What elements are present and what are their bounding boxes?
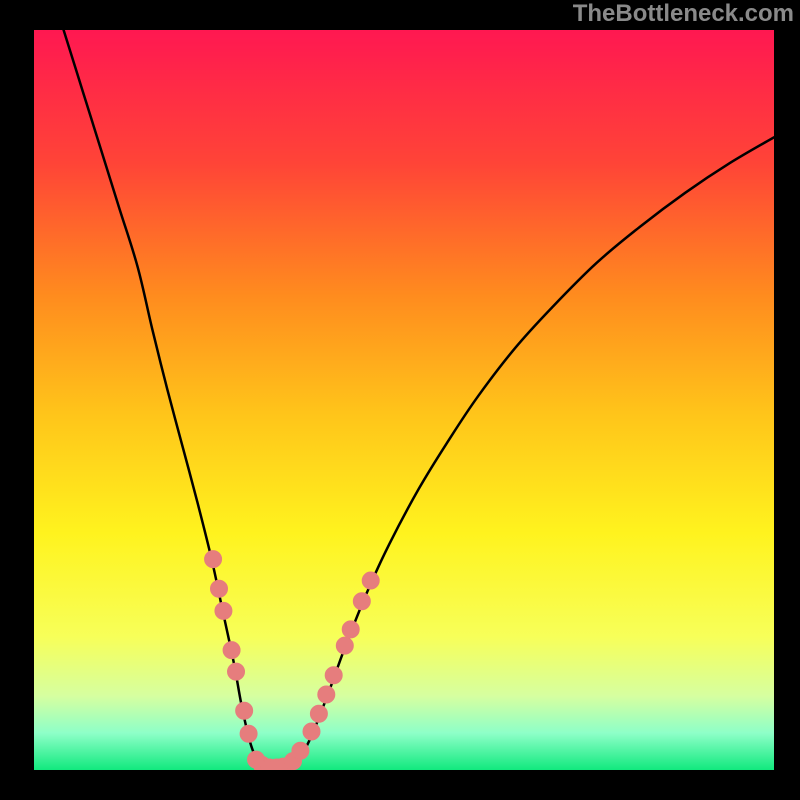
marker-dot xyxy=(310,705,327,722)
curve-right xyxy=(271,137,774,767)
marker-dot xyxy=(253,756,270,770)
marker-dot xyxy=(268,759,285,770)
marker-dot xyxy=(342,621,359,638)
marker-dot xyxy=(223,642,240,659)
marker-dot xyxy=(240,725,257,742)
marker-dot xyxy=(325,667,342,684)
marker-dot xyxy=(236,702,253,719)
curve-left xyxy=(64,30,271,768)
marker-dot xyxy=(211,580,228,597)
marker-dot xyxy=(248,751,265,768)
marker-dot xyxy=(205,551,222,568)
marker-dot xyxy=(336,637,353,654)
marker-dot xyxy=(292,742,309,759)
marker-dot xyxy=(318,686,335,703)
marker-dot xyxy=(285,753,302,770)
marker-dot xyxy=(353,593,370,610)
marker-dot xyxy=(303,723,320,740)
marker-dot xyxy=(261,759,278,770)
plot-area xyxy=(34,30,774,770)
marker-dot xyxy=(362,572,379,589)
watermark-text: TheBottleneck.com xyxy=(573,0,794,28)
marker-dot xyxy=(275,758,292,770)
chart-container: TheBottleneck.com xyxy=(0,0,800,800)
chart-svg xyxy=(34,30,774,770)
marker-dot xyxy=(215,602,232,619)
marker-group xyxy=(205,551,380,770)
marker-dot xyxy=(228,663,245,680)
